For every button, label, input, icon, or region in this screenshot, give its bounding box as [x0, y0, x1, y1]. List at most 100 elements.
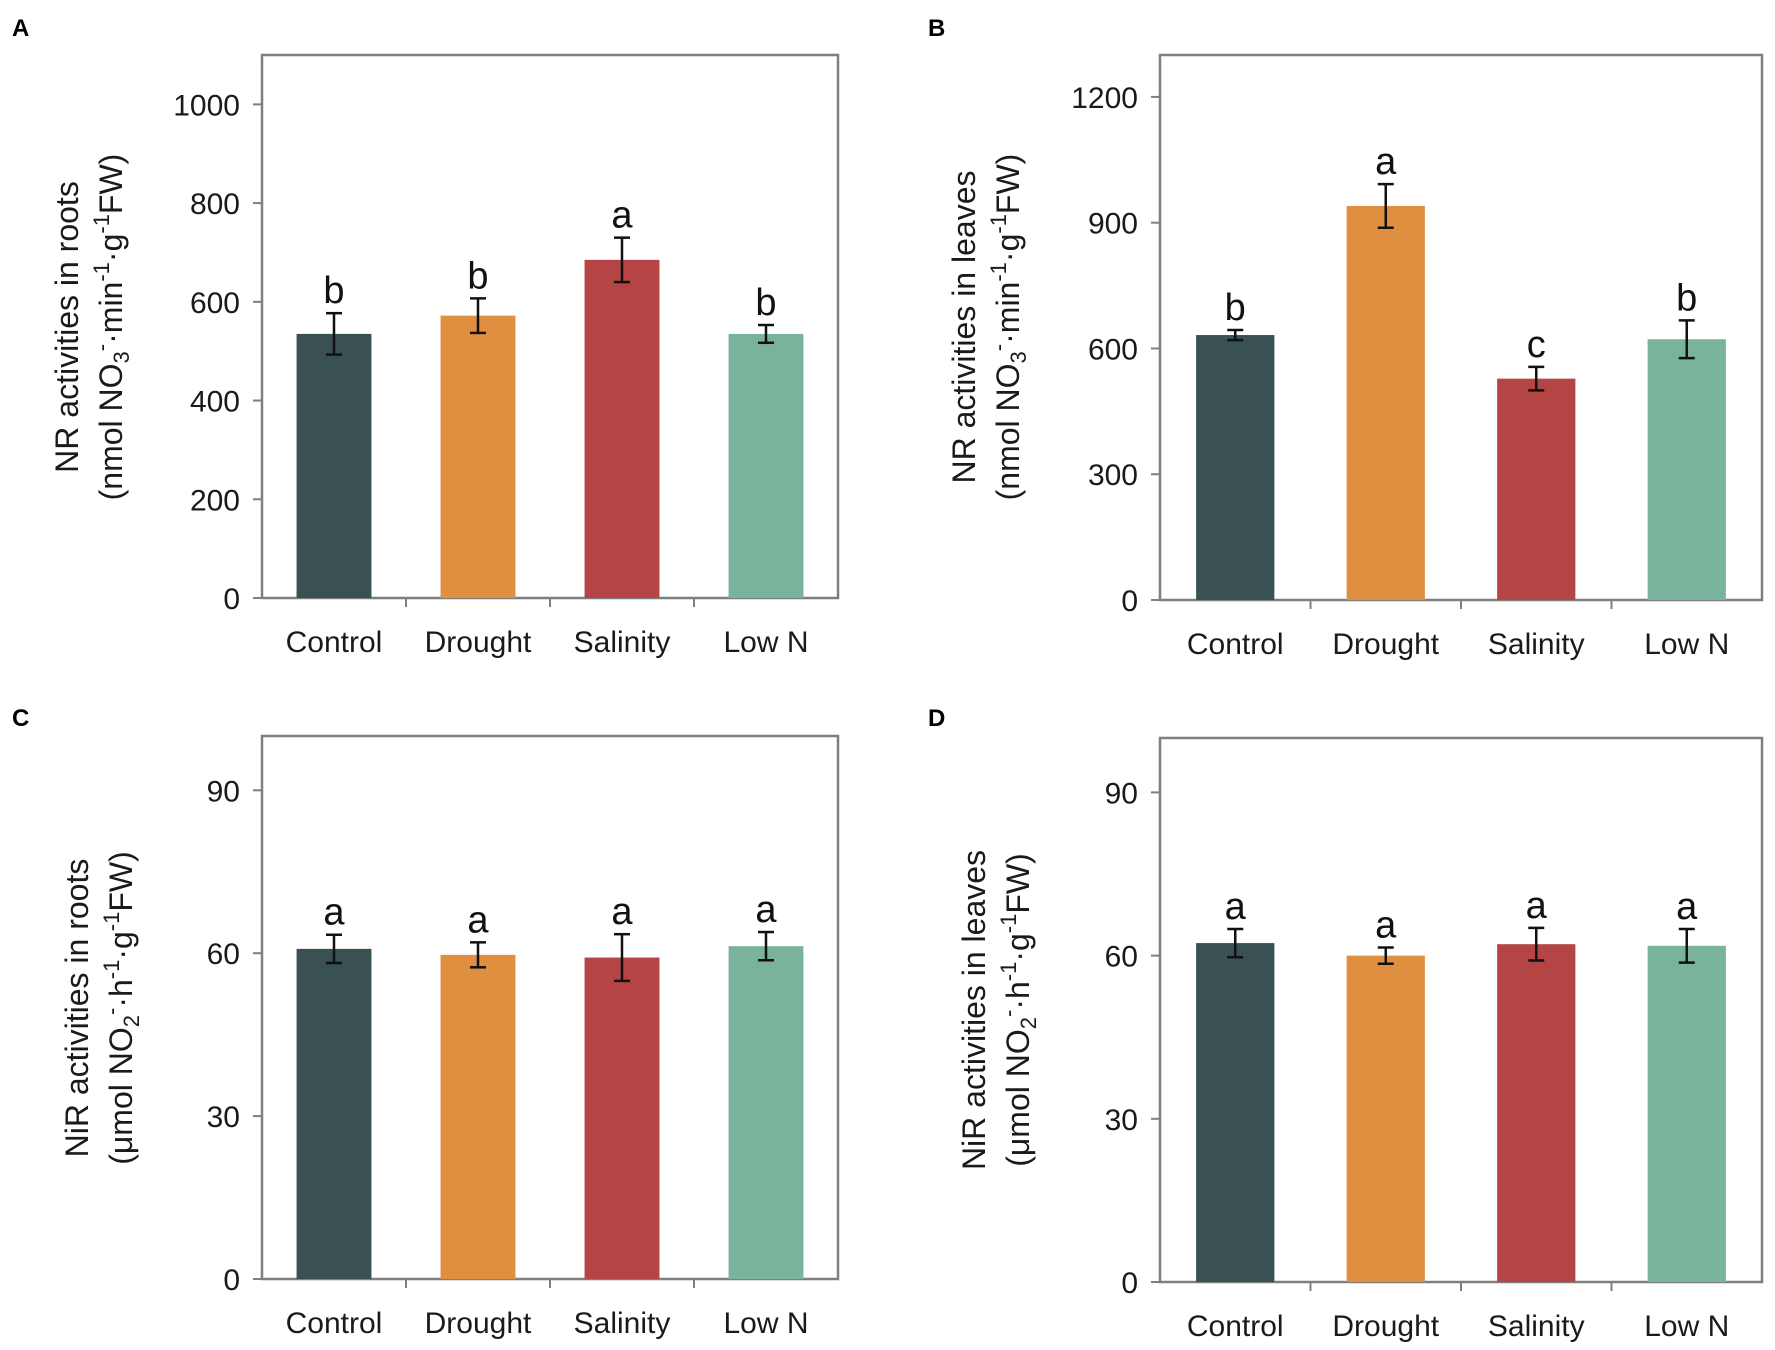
x-category-label: Control — [1187, 628, 1284, 661]
bar-control — [296, 333, 372, 598]
bar-drought — [440, 954, 516, 1279]
y-axis-title-line2: (μmol NO2-·h-1·g-1FW) — [99, 851, 144, 1165]
x-category-label: Salinity — [1488, 628, 1585, 661]
y-tick-label: 800 — [190, 188, 240, 221]
panel-letter: A — [12, 15, 29, 42]
y-axis-title: NR activities in leaves (nmol NO3-·min-1·… — [946, 154, 1031, 501]
bar-control — [296, 948, 372, 1279]
y-axis-title-pre: (nmol NO — [990, 363, 1026, 500]
y-axis-title-mid2: ·g — [1000, 933, 1036, 961]
error-bar — [1377, 182, 1394, 229]
bar-low-n — [728, 946, 804, 1279]
significance-label: a — [611, 891, 633, 933]
y-axis-title-post: FW) — [990, 154, 1026, 214]
significance-label: a — [755, 889, 777, 931]
y-axis-title-sup3: -1 — [99, 912, 124, 932]
bar-control — [1196, 943, 1275, 1282]
y-tick-label: 300 — [1088, 459, 1138, 492]
y-tick-label: 400 — [190, 386, 240, 419]
y-axis-title-mid1: ·h — [103, 979, 139, 1007]
significance-label: a — [1526, 885, 1548, 927]
significance-label: a — [611, 195, 633, 237]
bar-salinity — [1497, 378, 1576, 600]
x-category-label: Low N — [1644, 628, 1729, 661]
error-bar — [1227, 328, 1244, 342]
y-axis-title-sup3: -1 — [89, 214, 114, 234]
y-tick-label: 1200 — [1071, 82, 1138, 115]
y-axis-title-mid1: ·h — [1000, 981, 1036, 1009]
y-axis-title-sup2: -1 — [99, 960, 124, 980]
significance-label: a — [467, 899, 489, 941]
y-axis-title-pre: (μmol NO — [1000, 1029, 1036, 1167]
significance-label: a — [1225, 886, 1247, 928]
x-category-label: Control — [286, 1307, 383, 1340]
y-axis-title-line2: (μmol NO2-·h-1·g-1FW) — [996, 853, 1041, 1167]
y-axis-title-post: FW) — [103, 851, 139, 911]
y-axis-title-sup1: - — [89, 344, 114, 351]
significance-label: b — [323, 270, 344, 312]
panel-letter: B — [928, 15, 945, 42]
panels: A02004006008001000bControlbDroughtaSalin… — [12, 15, 1764, 1343]
y-tick-label: 90 — [207, 775, 240, 808]
bar-low-n — [1647, 339, 1726, 600]
y-axis-title: NiR activities in roots (μmol NO2-·h-1·g-… — [59, 851, 144, 1165]
significance-label: b — [1676, 277, 1697, 319]
y-tick-label: 30 — [1105, 1104, 1138, 1137]
y-axis-title-post: FW) — [1000, 853, 1036, 913]
y-tick-label: 60 — [207, 938, 240, 971]
y-tick-label: 30 — [207, 1101, 240, 1134]
y-axis-title-line1: NR activities in roots — [49, 181, 85, 473]
y-axis-title-sup1: - — [99, 1008, 124, 1015]
y-axis-title-post: FW) — [93, 154, 129, 214]
y-axis-title-sup3: -1 — [996, 914, 1021, 934]
y-axis-title: NiR activities in leaves (μmol NO2-·h-1·g… — [956, 850, 1041, 1170]
y-axis-title-sup3: -1 — [986, 214, 1011, 234]
y-tick-label: 0 — [1121, 585, 1138, 618]
x-category-label: Salinity — [1488, 1310, 1585, 1343]
y-tick-label: 900 — [1088, 208, 1138, 241]
y-tick-label: 90 — [1105, 777, 1138, 810]
y-axis-title-mid2: ·g — [103, 931, 139, 959]
y-axis-title-sub: 3 — [109, 351, 134, 363]
error-bar — [1528, 926, 1545, 962]
x-category-label: Low N — [723, 626, 808, 659]
y-axis-title-sub: 2 — [1016, 1017, 1041, 1029]
x-category-label: Drought — [1332, 1310, 1439, 1343]
y-axis-title-line2: (nmol NO3-·min-1·g-1FW) — [986, 154, 1031, 501]
x-category-label: Low N — [1644, 1310, 1729, 1343]
bar-salinity — [1497, 944, 1576, 1282]
x-category-label: Control — [1187, 1310, 1284, 1343]
x-category-label: Drought — [1332, 628, 1439, 661]
chart-panel-b: B 0 300 600 900 1200 b Control a Drought c Salinity… — [928, 15, 1764, 661]
panel-letter: D — [928, 705, 945, 732]
significance-label: a — [1676, 886, 1698, 928]
bar-low-n — [728, 333, 804, 598]
y-tick-label: 200 — [190, 484, 240, 517]
bar-drought — [440, 315, 516, 598]
error-bar — [1678, 319, 1695, 360]
error-bar — [758, 930, 774, 962]
bar-low-n — [1647, 945, 1726, 1282]
error-bar — [758, 323, 774, 345]
y-tick-label: 600 — [190, 287, 240, 320]
y-tick-label: 60 — [1105, 941, 1138, 974]
y-tick-label: 0 — [1121, 1267, 1138, 1300]
y-axis-title-pre: (μmol NO — [103, 1027, 139, 1165]
significance-label: c — [1527, 324, 1546, 366]
error-bar — [1227, 927, 1244, 959]
chart-panel-d: D 0 30 60 90 a Control a Drought a Salinity a Low N N… — [928, 705, 1764, 1343]
x-category-label: Low N — [723, 1307, 808, 1340]
error-bar — [326, 933, 342, 965]
bar-salinity — [584, 957, 660, 1279]
error-bar — [614, 932, 630, 983]
y-axis-title-line1: NiR activities in roots — [59, 859, 95, 1158]
y-axis-title: NR activities in roots (nmol NO3-·min-1·g… — [49, 154, 134, 501]
y-axis-title-mid2: ·g — [93, 234, 129, 262]
x-category-label: Salinity — [574, 626, 671, 659]
panel-letter: C — [12, 705, 29, 732]
y-axis-title-line1: NiR activities in leaves — [956, 850, 992, 1170]
y-axis-title-sup1: - — [986, 344, 1011, 351]
x-category-label: Drought — [425, 1307, 532, 1340]
significance-label: a — [1375, 141, 1397, 183]
error-bar — [326, 311, 342, 356]
